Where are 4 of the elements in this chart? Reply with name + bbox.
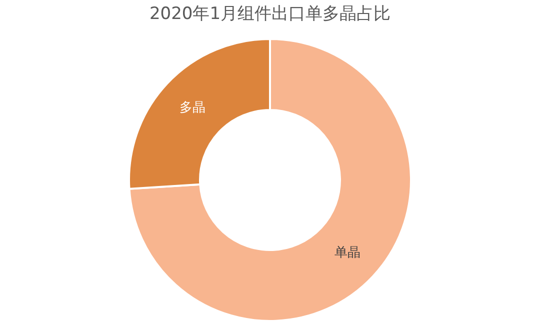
slice-label: 多晶 xyxy=(180,100,206,116)
donut-slice xyxy=(128,38,412,322)
slice-label: 单晶 xyxy=(334,246,360,261)
chart-title: 2020年1月组件出口单多晶占比 xyxy=(149,4,391,24)
